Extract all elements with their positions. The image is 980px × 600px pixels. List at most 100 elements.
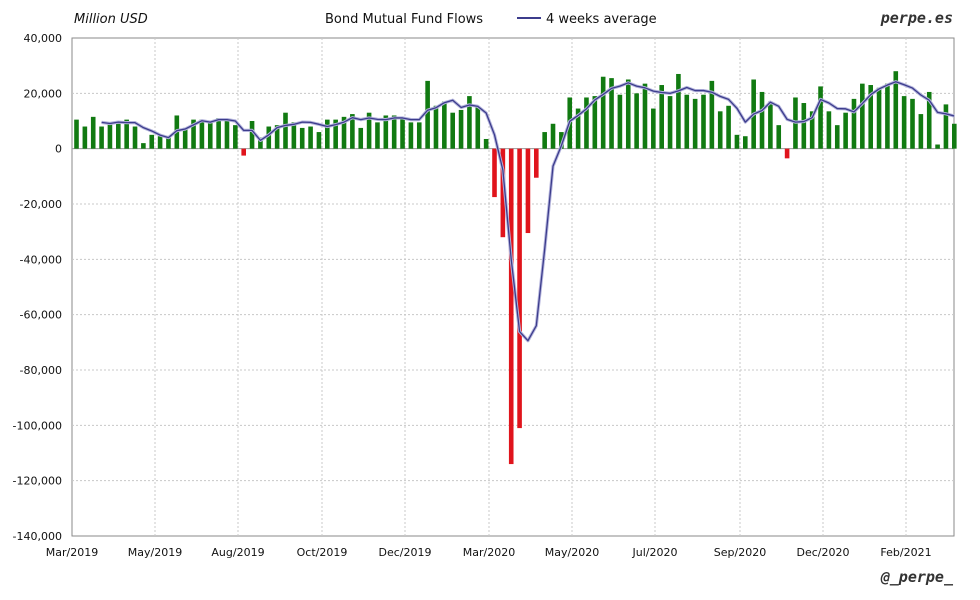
- y-tick-label: -120,000: [13, 475, 62, 488]
- flow-bar: [717, 111, 723, 149]
- x-tick-label: Feb/2021: [880, 546, 931, 559]
- flow-bar: [366, 112, 372, 149]
- y-tick-label: 20,000: [24, 87, 63, 100]
- flow-bar: [726, 105, 731, 149]
- flow-bar: [308, 126, 313, 149]
- flow-bar: [651, 108, 656, 149]
- y-tick-label: 40,000: [24, 32, 63, 45]
- flow-bar: [768, 101, 773, 149]
- flow-bar: [299, 127, 305, 149]
- y-tick-label: -40,000: [20, 253, 62, 266]
- flow-bar: [885, 83, 890, 149]
- flow-bar: [199, 119, 205, 149]
- line-series: [101, 80, 955, 343]
- flow-bar: [776, 125, 782, 149]
- flow-bar: [90, 116, 96, 149]
- flow-bar: [157, 136, 163, 149]
- x-tick-label: Dec/2019: [379, 546, 432, 559]
- x-tick-label: Oct/2019: [297, 546, 348, 559]
- flow-bar: [926, 91, 932, 149]
- flow-bar: [233, 125, 238, 149]
- flow-bar: [325, 119, 330, 149]
- flow-bar: [341, 116, 347, 149]
- flow-bar: [391, 115, 397, 149]
- flow-bar: [274, 125, 280, 149]
- flow-bar: [141, 143, 146, 149]
- flow-bar: [617, 94, 623, 149]
- x-tick-label: May/2019: [128, 546, 182, 559]
- y-tick-label: 0: [55, 143, 62, 156]
- flow-bar: [801, 103, 807, 149]
- flow-bar: [559, 132, 564, 149]
- flow-bar: [508, 148, 514, 465]
- flow-bar: [249, 121, 255, 149]
- handle-watermark: @_perpe_: [880, 568, 954, 586]
- flow-bar: [759, 91, 765, 149]
- flow-bar: [575, 108, 581, 149]
- flow-bar: [266, 126, 272, 149]
- flow-bar: [458, 109, 464, 149]
- units-label: Million USD: [74, 12, 148, 27]
- flow-bar: [901, 96, 907, 149]
- flow-bar: [116, 121, 121, 149]
- y-axis-tick-labels: 40,000 20,000 0 -20,000 -40,000 -60,000 -80,00…: [13, 32, 62, 543]
- flow-bar: [442, 101, 447, 149]
- flow-bar: [224, 119, 230, 149]
- flow-bar: [550, 123, 556, 149]
- flow-bar: [316, 132, 322, 149]
- flow-bar: [291, 122, 297, 149]
- flow-bar: [492, 148, 497, 198]
- flow-bar: [350, 114, 355, 149]
- y-tick-label: -140,000: [13, 530, 62, 543]
- flow-bar: [149, 134, 155, 149]
- flow-bar: [166, 136, 171, 149]
- flow-bar: [425, 80, 430, 149]
- brand-watermark: perpe.es: [880, 9, 953, 27]
- flow-bar: [684, 94, 690, 149]
- y-tick-label: -100,000: [13, 419, 62, 432]
- flow-bar: [500, 148, 506, 238]
- flow-bar: [818, 86, 823, 149]
- flow-bar: [659, 85, 664, 149]
- flow-bar: [584, 97, 589, 149]
- flow-bar: [943, 104, 949, 149]
- flow-bar: [400, 118, 405, 149]
- flow-bar: [132, 126, 138, 149]
- x-tick-label: Jul/2020: [632, 546, 678, 559]
- y-tick-label: -80,000: [20, 364, 62, 377]
- y-tick-label: -20,000: [20, 198, 62, 211]
- flow-bar: [625, 79, 631, 149]
- flow-bar: [851, 98, 857, 149]
- flow-bar: [258, 137, 263, 149]
- flow-bar: [182, 127, 188, 149]
- flow-bar: [534, 148, 539, 178]
- flow-bar: [333, 119, 338, 149]
- x-tick-label: May/2020: [545, 546, 599, 559]
- flow-bar: [709, 80, 715, 149]
- x-tick-label: Aug/2019: [211, 546, 264, 559]
- flow-bar: [743, 136, 748, 149]
- flow-bar: [667, 96, 673, 149]
- flow-bar: [784, 148, 790, 159]
- flow-bar: [416, 122, 422, 149]
- x-tick-label: Mar/2019: [46, 546, 98, 559]
- bar-series: [74, 71, 957, 465]
- flow-bar: [383, 115, 389, 149]
- flow-bar: [935, 144, 940, 149]
- flow-bar: [609, 78, 614, 149]
- flow-bar: [952, 123, 957, 149]
- flow-bar: [483, 138, 489, 149]
- flow-bar: [834, 125, 840, 149]
- flow-bar: [876, 87, 882, 149]
- x-tick-label: Mar/2020: [463, 546, 515, 559]
- flow-bar: [433, 105, 439, 149]
- flow-bar: [408, 122, 414, 149]
- flow-bar: [734, 134, 740, 149]
- flow-bar: [517, 148, 522, 429]
- x-axis-tick-labels: Mar/2019 May/2019 Aug/2019 Oct/2019 Dec/2019…: [46, 546, 932, 559]
- flow-bar: [216, 118, 221, 149]
- flow-bar: [676, 73, 681, 149]
- flow-bar: [107, 123, 113, 149]
- x-tick-label: Sep/2020: [714, 546, 766, 559]
